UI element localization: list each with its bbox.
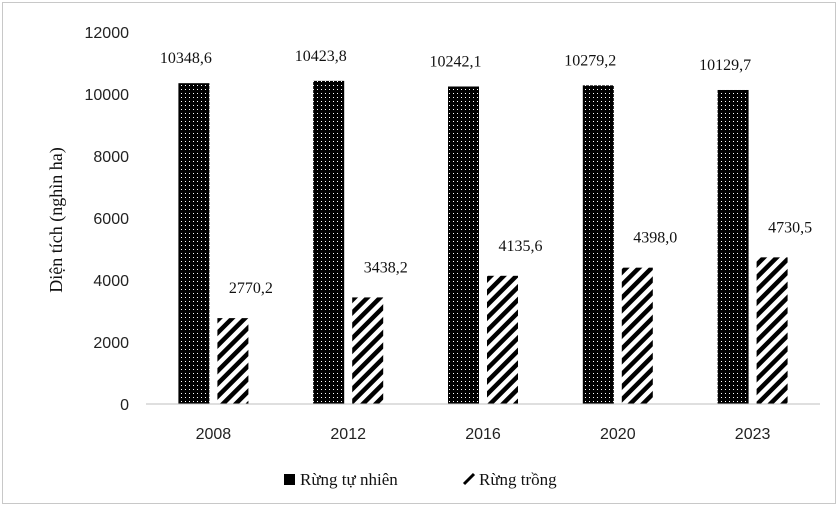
bar-planted-forest (487, 275, 518, 404)
data-label-planted-forest: 4135,6 (499, 238, 543, 255)
bar-natural-forest (313, 80, 345, 405)
legend-swatch-planted-forest (462, 472, 476, 486)
bar-natural-forest (178, 83, 210, 405)
data-label-natural-forest: 10242,1 (430, 53, 482, 70)
x-tick-label: 2012 (330, 426, 366, 443)
y-tick-label: 10000 (85, 87, 130, 104)
legend-label-natural-forest: Rừng tự nhiên (300, 470, 398, 489)
data-label-natural-forest: 10423,8 (295, 48, 347, 65)
x-axis-ticks: 2008 2012 2016 2020 2023 (196, 426, 771, 443)
bar-natural-forest (582, 85, 614, 405)
legend-label-planted-forest: Rừng trồng (479, 470, 557, 489)
y-axis-label: Diện tích (nghìn ha) (46, 147, 67, 292)
x-tick-label: 2016 (465, 426, 501, 443)
x-tick-label: 2008 (196, 426, 232, 443)
y-tick-label: 2000 (93, 335, 129, 352)
data-label-planted-forest: 2770,2 (229, 280, 273, 297)
y-tick-label: 6000 (93, 211, 129, 228)
bar-planted-forest (217, 318, 249, 404)
data-labels-group: 10348,6 2770,2 10423,8 3438,2 10242,1 4135,6 1… (160, 48, 812, 297)
bar-planted-forest (621, 267, 653, 404)
bars-group (178, 80, 788, 405)
data-label-planted-forest: 4730,5 (768, 219, 812, 236)
legend: Rừng tự nhiên Rừng trồng (284, 470, 557, 489)
y-axis-ticks: 0 2000 4000 6000 8000 10000 12000 (85, 25, 130, 414)
data-label-planted-forest: 3438,2 (364, 259, 408, 276)
x-tick-label: 2020 (600, 426, 636, 443)
data-label-planted-forest: 4398,0 (633, 230, 677, 247)
bar-planted-forest (352, 297, 384, 404)
bar-natural-forest (717, 89, 749, 404)
y-tick-label: 8000 (93, 149, 129, 166)
y-tick-label: 4000 (93, 273, 129, 290)
data-label-natural-forest: 10129,7 (699, 57, 751, 74)
bar-natural-forest (448, 86, 479, 404)
x-tick-label: 2023 (735, 426, 771, 443)
y-tick-label: 12000 (85, 25, 130, 42)
y-tick-label: 0 (120, 397, 129, 414)
bar-planted-forest (756, 257, 788, 404)
data-label-natural-forest: 10348,6 (160, 50, 212, 67)
legend-swatch-natural-forest (284, 474, 295, 485)
data-label-natural-forest: 10279,2 (564, 52, 616, 69)
